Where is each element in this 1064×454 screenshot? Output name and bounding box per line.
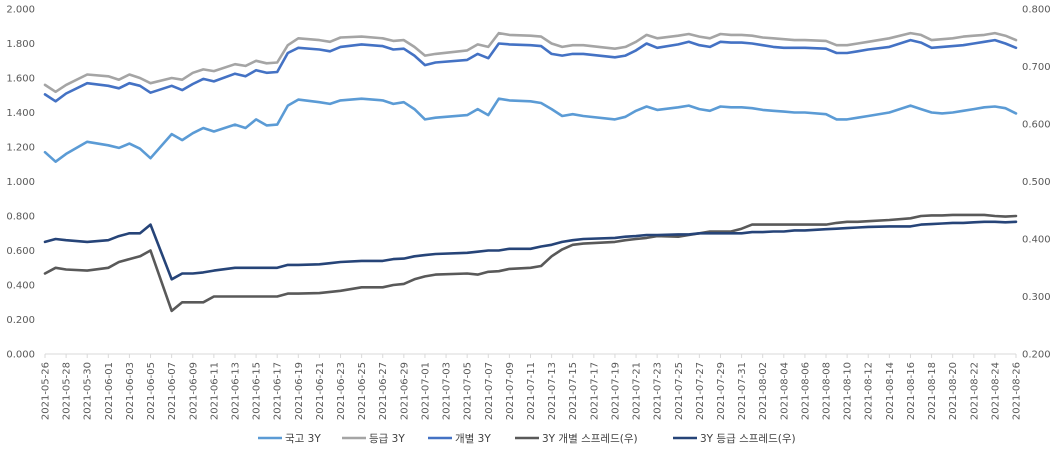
right-axis-tick-label: 0.700: [1022, 62, 1051, 73]
x-axis-tick-label: 2021-08-06: [800, 362, 811, 420]
x-axis-tick-label: 2021-08-02: [758, 362, 769, 420]
legend-label: 개별 3Y: [455, 433, 491, 445]
x-axis-tick-label: 2021-07-25: [674, 362, 685, 420]
series-line-0: [43, 97, 1018, 163]
left-axis-tick-label: 1.400: [6, 108, 35, 119]
series-line-4: [43, 220, 1018, 281]
x-axis-tick-label: 2021-08-22: [969, 362, 980, 420]
right-axis-tick-label: 0.600: [1022, 120, 1051, 131]
x-axis-tick-label: 2021-07-07: [484, 362, 495, 420]
x-axis-tick-label: 2021-07-27: [695, 362, 706, 420]
x-axis-tick-label: 2021-08-20: [948, 362, 959, 420]
x-axis-tick-label: 2021-05-26: [41, 362, 52, 420]
x-axis-tick-label: 2021-08-08: [822, 362, 833, 420]
x-axis-tick-label: 2021-06-15: [252, 362, 263, 420]
x-axis-tick-label: 2021-08-24: [990, 362, 1001, 420]
legend-label: 등급 3Y: [369, 433, 405, 445]
x-axis-tick-label: 2021-06-07: [167, 362, 178, 420]
x-axis-tick-label: 2021-06-09: [188, 362, 199, 420]
left-axis-tick-label: 0.000: [6, 350, 35, 361]
axes: 0.000 0.200 0.400 0.600 0.800 1.000 1.200 1.400…: [6, 5, 1050, 421]
x-axis-tick-label: 2021-06-19: [294, 362, 305, 420]
series-line-3: [43, 213, 1018, 313]
x-axis-tick-label: 2021-06-21: [315, 362, 326, 420]
right-axis-tick-label: 0.200: [1022, 350, 1051, 361]
x-axis-tick-label: 2021-07-19: [610, 362, 621, 420]
legend-label: 3Y 개별 스프레드(우): [542, 433, 638, 445]
x-axis-tick-label: 2021-08-14: [885, 362, 896, 420]
left-axis-tick-label: 1.000: [6, 177, 35, 188]
left-axis-tick-label: 1.200: [6, 143, 35, 154]
x-axis-tick-label: 2021-06-25: [357, 362, 368, 420]
x-axis-tick-label: 2021-08-04: [779, 362, 790, 420]
x-axis-tick-label: 2021-07-29: [716, 362, 727, 420]
right-axis-tick-label: 0.400: [1022, 235, 1051, 246]
x-axis-tick-label: 2021-07-11: [526, 362, 537, 420]
x-axis-tick-label: 2021-08-26: [1012, 362, 1023, 420]
x-axis-tick-label: 2021-07-01: [420, 362, 431, 420]
x-axis-tick-label: 2021-06-03: [125, 362, 136, 420]
x-axis-tick-label: 2021-05-28: [62, 362, 73, 420]
x-axis-tick-label: 2021-06-01: [104, 362, 115, 420]
x-axis-tick-label: 2021-07-31: [737, 362, 748, 420]
right-axis-tick-label: 0.500: [1022, 177, 1051, 188]
legend-label: 국고 3Y: [285, 433, 321, 445]
right-axis-tick-label: 0.800: [1022, 5, 1051, 16]
left-axis-tick-label: 0.600: [6, 246, 35, 257]
x-axis-tick-label: 2021-07-09: [505, 362, 516, 420]
left-axis-tick-label: 0.400: [6, 281, 35, 292]
x-axis-tick-label: 2021-07-21: [632, 362, 643, 420]
x-axis-tick-label: 2021-07-23: [653, 362, 664, 420]
x-axis-tick-label: 2021-08-10: [843, 362, 854, 420]
x-axis-tick-label: 2021-05-30: [83, 362, 94, 420]
left-axis-tick-label: 0.200: [6, 315, 35, 326]
x-axis-tick-label: 2021-06-17: [273, 362, 284, 420]
x-axis-tick-label: 2021-07-15: [568, 362, 579, 420]
left-axis-tick-label: 0.800: [6, 212, 35, 223]
x-axis-tick-label: 2021-07-13: [547, 362, 558, 420]
x-axis-tick-label: 2021-06-13: [230, 362, 241, 420]
x-axis-tick-label: 2021-07-05: [463, 362, 474, 420]
x-axis-tick-label: 2021-06-23: [336, 362, 347, 420]
left-axis-tick-label: 1.800: [6, 39, 35, 50]
legend-label: 3Y 등급 스프레드(우): [700, 433, 796, 445]
series-lines: [43, 31, 1018, 313]
x-axis-tick-label: 2021-08-12: [864, 362, 875, 420]
x-axis-tick-label: 2021-07-03: [442, 362, 453, 420]
series-line-1: [43, 31, 1018, 94]
x-axis-tick-label: 2021-08-18: [927, 362, 938, 420]
left-axis-tick-label: 1.600: [6, 74, 35, 85]
x-axis-tick-label: 2021-07-17: [589, 362, 600, 420]
legend: 국고 3Y 등급 3Y 개별 3Y 3Y 개별 스프레드(우) 3Y 등급 스프레드(우…: [258, 433, 796, 445]
right-axis-tick-label: 0.300: [1022, 292, 1051, 303]
x-axis-tick-label: 2021-06-11: [209, 362, 220, 420]
x-axis-tick-label: 2021-06-29: [399, 362, 410, 420]
series-line-2: [43, 38, 1018, 103]
x-axis-tick-label: 2021-06-05: [146, 362, 157, 420]
x-axis-tick-label: 2021-08-16: [906, 362, 917, 420]
left-axis-tick-label: 2.000: [6, 5, 35, 16]
x-axis-tick-label: 2021-06-27: [378, 362, 389, 420]
